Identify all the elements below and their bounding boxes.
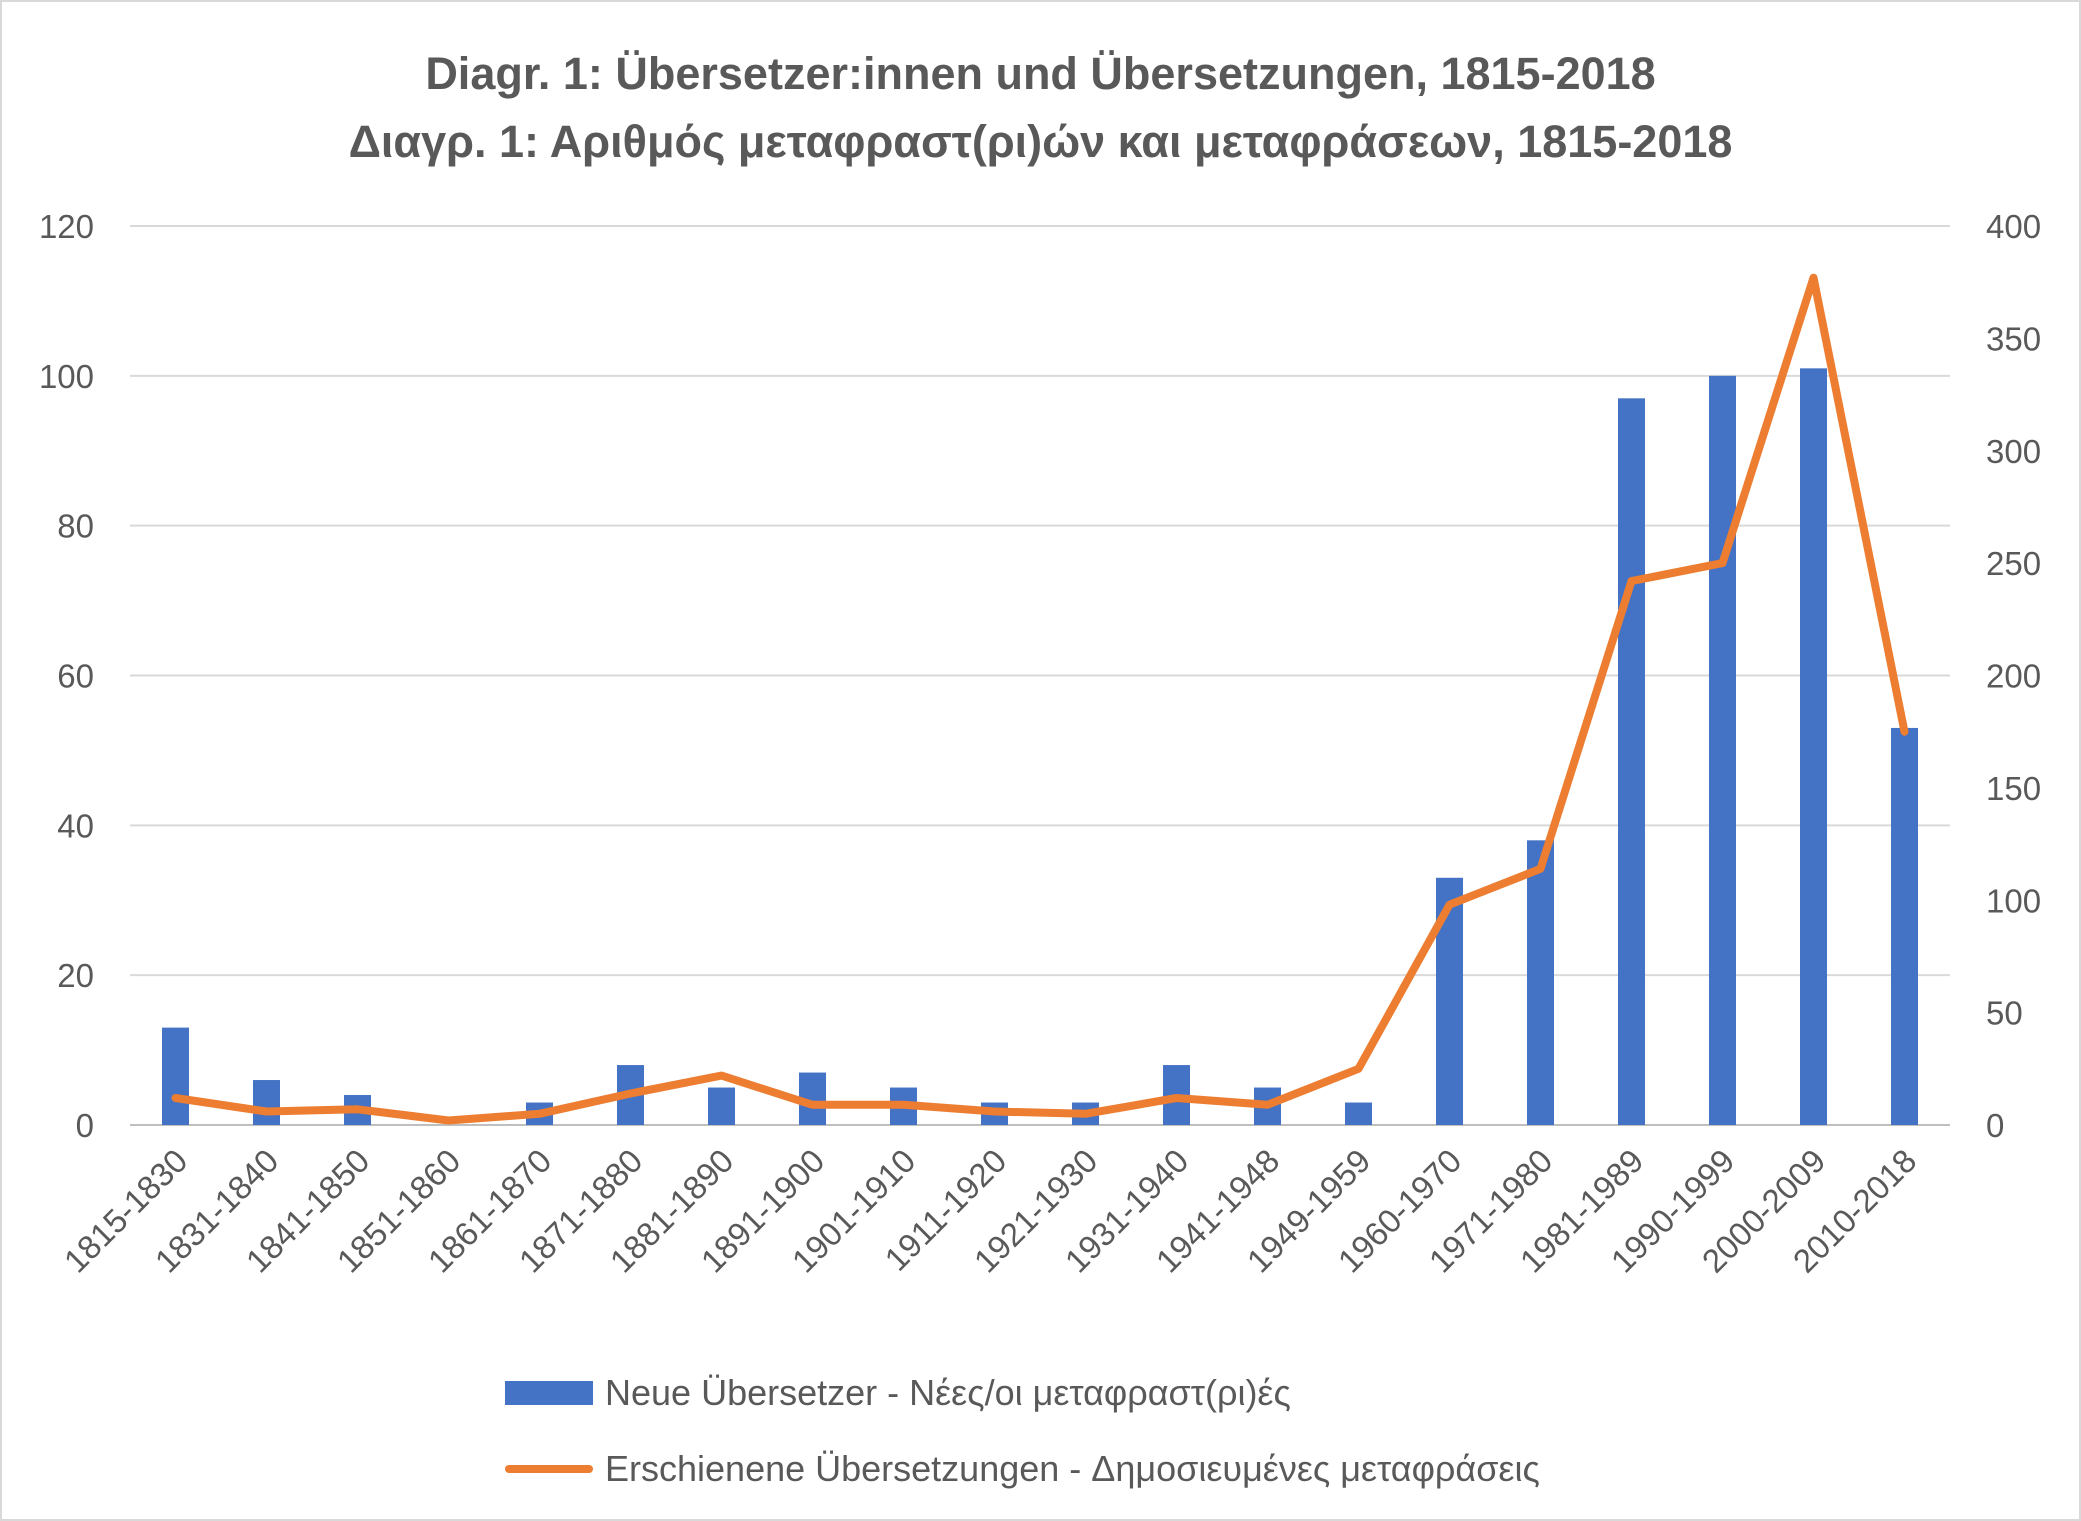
line-point (1722, 562, 1723, 564)
bar (1800, 368, 1827, 1125)
bar (1618, 398, 1645, 1125)
line-point (903, 1104, 904, 1106)
bar (162, 1027, 189, 1125)
y-left-tick-label: 0 (76, 1107, 94, 1144)
legend-item-line: Erschienene Übersetzungen - Δημοσιευμένε… (505, 1431, 1540, 1507)
y-right-tick-label: 400 (1986, 208, 2041, 245)
legend: Neue Übersetzer - Νέες/οι μεταφραστ(ρι)έ… (505, 1355, 1540, 1507)
line-point (448, 1120, 449, 1122)
line-series (171, 273, 1909, 1125)
y-left-tick-label: 120 (39, 208, 94, 245)
line-point (812, 1104, 813, 1106)
line-point (630, 1093, 631, 1095)
line-point (1540, 868, 1541, 870)
gridlines (130, 225, 1950, 1126)
y-left-tick-label: 80 (57, 508, 94, 545)
y-right-tick-label: 50 (1986, 995, 2023, 1032)
bar (1709, 375, 1736, 1125)
series-line (171, 273, 1909, 1125)
line-point (1813, 277, 1814, 279)
chart-titles: Diagr. 1: Übersetzer:innen und Übersetzu… (0, 40, 2081, 176)
legend-swatch-bars (505, 1381, 593, 1405)
chart-subtitle: Διαγρ. 1: Αριθμός μεταφραστ(ρι)ών και με… (348, 116, 1733, 167)
y-right-tick-label: 0 (1986, 1107, 2004, 1144)
bar (1527, 840, 1554, 1125)
line-point (994, 1111, 995, 1113)
legend-label-bars: Neue Übersetzer - Νέες/οι μεταφραστ(ρι)έ… (605, 1372, 1291, 1413)
y-right-tick-label: 150 (1986, 770, 2041, 807)
line-point (1904, 731, 1905, 733)
y-right-tick-label: 300 (1986, 433, 2041, 470)
line-point (1449, 904, 1450, 906)
bar (253, 1080, 280, 1125)
bar-series (162, 368, 1918, 1125)
chart-title: Diagr. 1: Übersetzer:innen und Übersetzu… (425, 48, 1656, 99)
line-point (1085, 1113, 1086, 1115)
legend-label-line: Erschienene Übersetzungen - Δημοσιευμένε… (605, 1448, 1540, 1489)
y-right-tick-label: 200 (1986, 658, 2041, 695)
line-point (357, 1108, 358, 1110)
bar (708, 1087, 735, 1125)
legend-item-bars: Neue Übersetzer - Νέες/οι μεταφραστ(ρι)έ… (505, 1355, 1540, 1431)
y-left-tick-label: 60 (57, 658, 94, 695)
y-left-tick-label: 40 (57, 807, 94, 844)
y-left-tick-label: 20 (57, 957, 94, 994)
x-axis-ticks: 1815-18301831-18401841-18501851-18601861… (57, 1142, 1924, 1280)
line-point (1358, 1068, 1359, 1070)
y-right-tick-label: 100 (1986, 882, 2041, 919)
line-point (1267, 1104, 1268, 1106)
line-point (266, 1111, 267, 1113)
right-axis-ticks: 0 50 100 150 200 250 300 350 400 (1986, 208, 2041, 1144)
bar (1345, 1102, 1372, 1125)
line-point (175, 1097, 176, 1099)
line-point (1176, 1097, 1177, 1099)
legend-swatch-line (505, 1465, 593, 1473)
line-point (721, 1075, 722, 1077)
line-point (539, 1113, 540, 1115)
y-left-tick-label: 100 (39, 358, 94, 395)
left-axis-ticks: 0 20 40 60 80 100 120 (39, 208, 94, 1144)
line-point (1631, 580, 1632, 582)
y-right-tick-label: 250 (1986, 545, 2041, 582)
y-right-tick-label: 350 (1986, 320, 2041, 357)
bar (1891, 727, 1918, 1125)
